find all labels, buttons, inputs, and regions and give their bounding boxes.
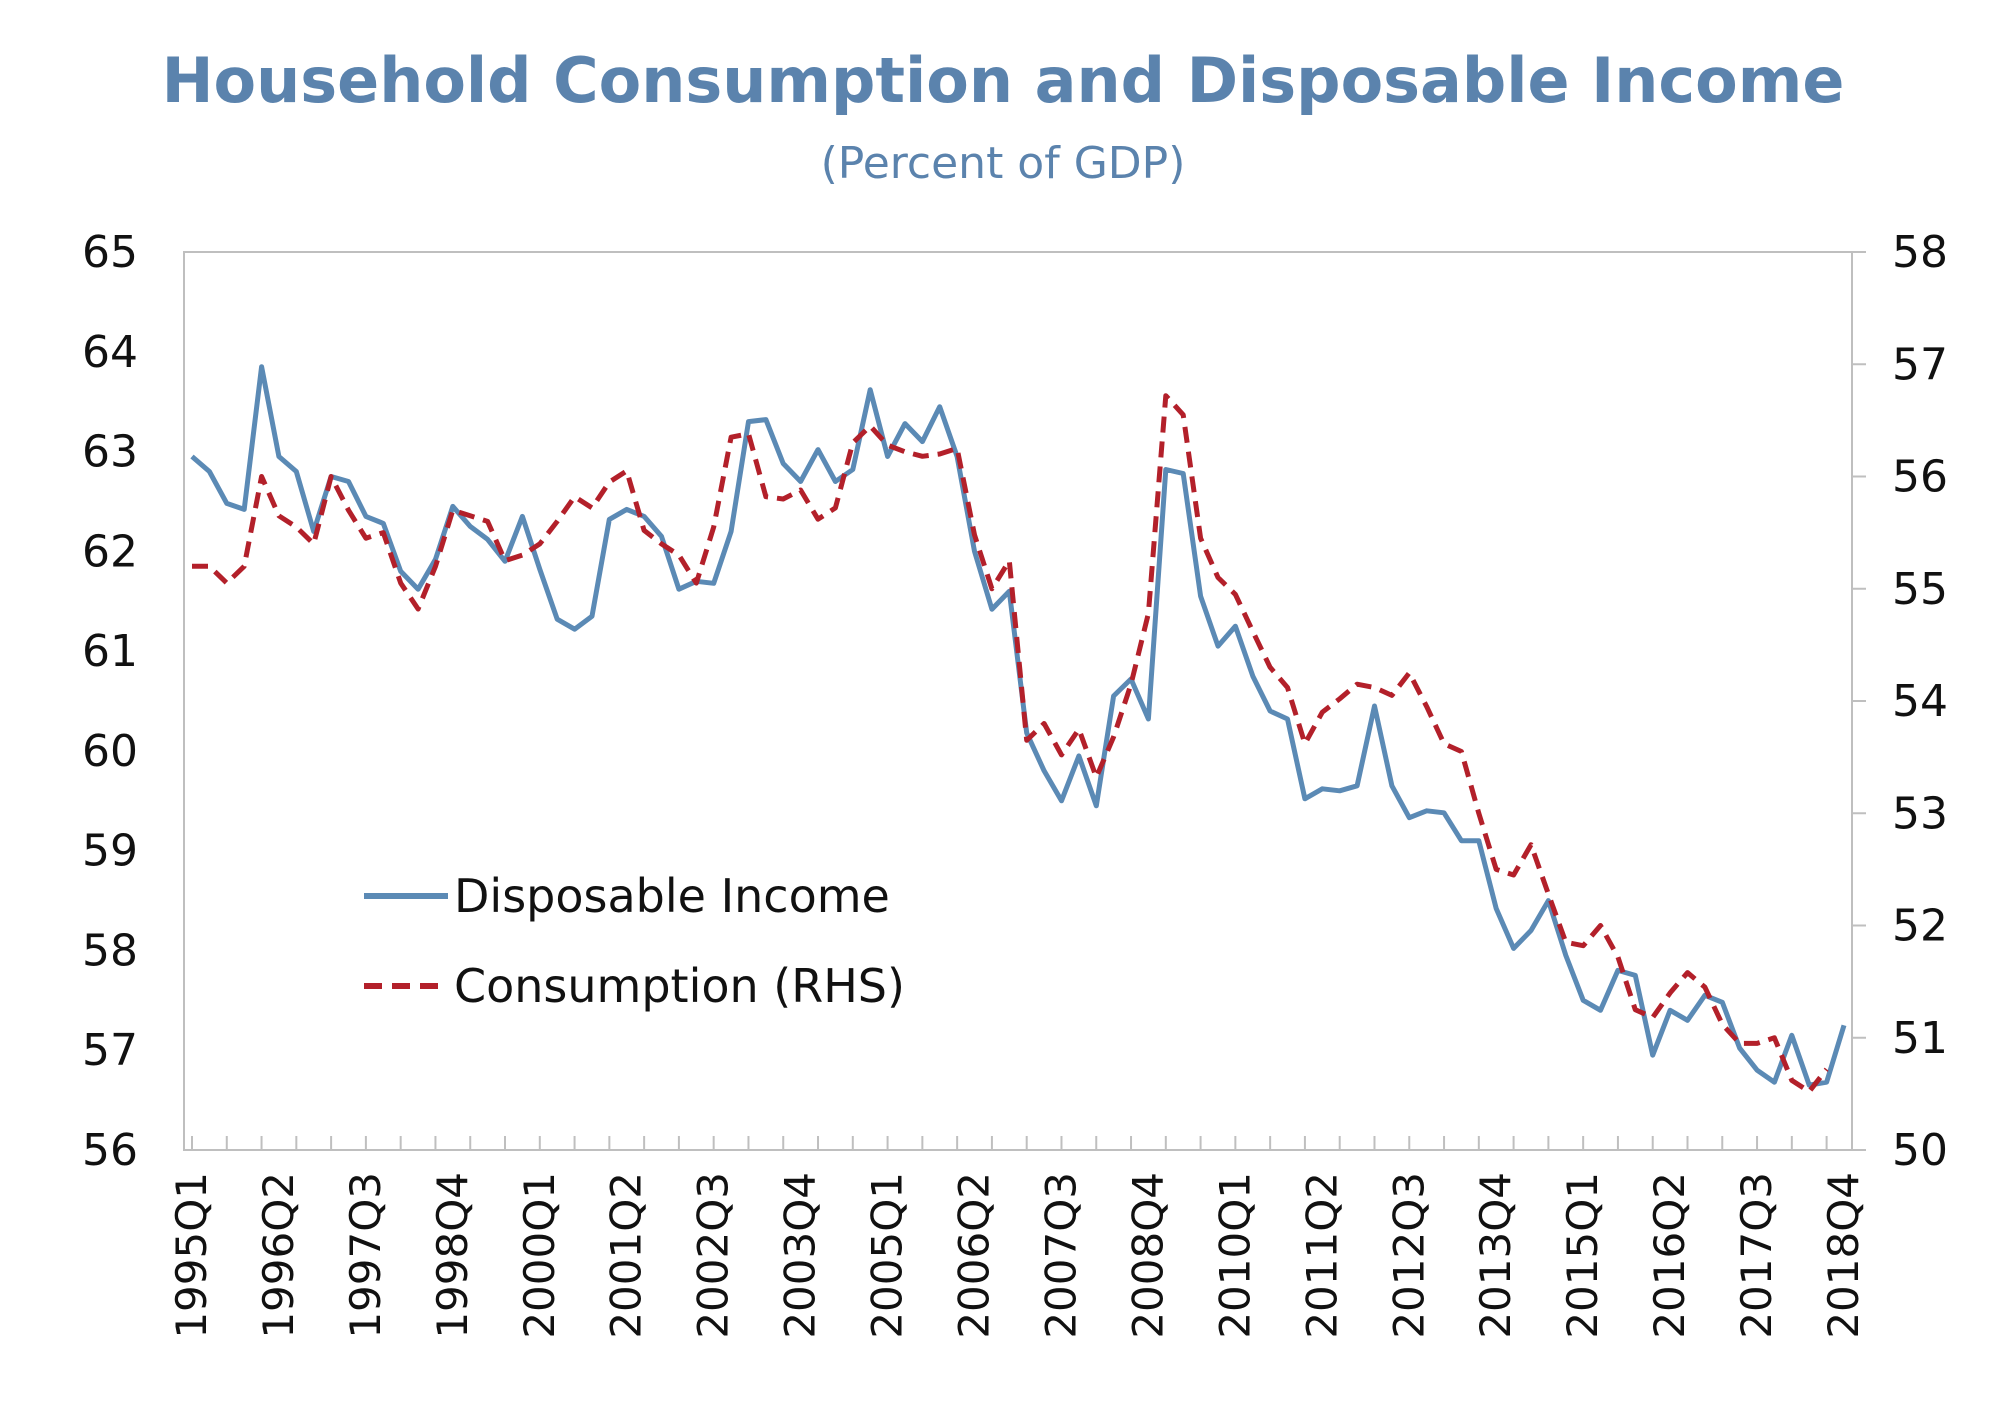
right-y-axis: 50 51 52 53 54 55 56 57 58 xyxy=(1852,227,1948,1176)
right-tick-label: 55 xyxy=(1892,564,1948,615)
right-tick-label: 54 xyxy=(1892,676,1948,727)
x-tick-label: 1995Q1 xyxy=(167,1172,216,1339)
right-tick-label: 53 xyxy=(1892,788,1948,839)
left-y-axis: 56 57 58 59 60 61 62 63 64 65 xyxy=(82,227,138,1176)
x-tick-label: 2008Q4 xyxy=(1123,1172,1172,1339)
series-line-consumption xyxy=(192,393,1829,1095)
chart-subtitle: (Percent of GDP) xyxy=(821,138,1186,189)
right-tick-label: 50 xyxy=(1892,1125,1948,1176)
chart-title: Household Consumption and Disposable Inc… xyxy=(162,44,1845,117)
left-tick-label: 63 xyxy=(82,427,138,478)
x-tick-label: 2000Q1 xyxy=(515,1172,564,1339)
x-tick-label: 1997Q3 xyxy=(341,1172,390,1339)
left-tick-label: 65 xyxy=(82,227,138,278)
x-tick-label: 2016Q2 xyxy=(1645,1172,1694,1339)
left-tick-label: 61 xyxy=(82,626,138,677)
left-tick-label: 64 xyxy=(82,327,138,378)
x-tick-label: 2002Q3 xyxy=(689,1172,738,1339)
x-tick-label: 2015Q1 xyxy=(1558,1172,1607,1339)
right-tick-label: 56 xyxy=(1892,452,1948,503)
x-tick-label: 2003Q4 xyxy=(776,1172,825,1339)
x-tick-label: 1996Q2 xyxy=(254,1172,303,1339)
plot-area xyxy=(183,251,1853,1151)
x-tick-label: 1998Q4 xyxy=(428,1172,477,1339)
left-tick-label: 59 xyxy=(82,826,138,877)
x-tick-label: 2007Q3 xyxy=(1036,1172,1085,1339)
x-tick-label: 2005Q1 xyxy=(863,1172,912,1339)
x-tick-label: 2001Q2 xyxy=(602,1172,651,1339)
x-tick-label: 2011Q2 xyxy=(1297,1172,1346,1339)
legend: Disposable Income Consumption (RHS) xyxy=(364,869,905,1013)
left-tick-label: 62 xyxy=(82,526,138,577)
series-layer xyxy=(190,364,1847,1095)
right-tick-label: 58 xyxy=(1892,227,1948,278)
x-tick-label: 2010Q1 xyxy=(1210,1172,1259,1339)
legend-label-consumption: Consumption (RHS) xyxy=(454,959,905,1013)
legend-label-disposable-income: Disposable Income xyxy=(454,869,890,923)
x-tick-label: 2017Q3 xyxy=(1732,1172,1781,1339)
right-tick-label: 51 xyxy=(1892,1013,1948,1064)
right-tick-label: 52 xyxy=(1892,901,1948,952)
left-tick-label: 58 xyxy=(82,925,138,976)
x-tick-label: 2012Q3 xyxy=(1384,1172,1433,1339)
left-tick-label: 56 xyxy=(82,1125,138,1176)
x-tick-label: 2018Q4 xyxy=(1819,1172,1868,1339)
x-axis: 1995Q1 1996Q2 1997Q3 1998Q4 2000Q1 2001Q2 2002… xyxy=(167,1136,1868,1339)
x-tick-label: 2013Q4 xyxy=(1471,1172,1520,1339)
left-tick-label: 60 xyxy=(82,726,138,777)
left-tick-label: 57 xyxy=(82,1025,138,1076)
right-tick-label: 57 xyxy=(1892,339,1948,390)
series-line-disposable-income xyxy=(190,364,1847,1088)
x-tick-label: 2006Q2 xyxy=(950,1172,999,1339)
